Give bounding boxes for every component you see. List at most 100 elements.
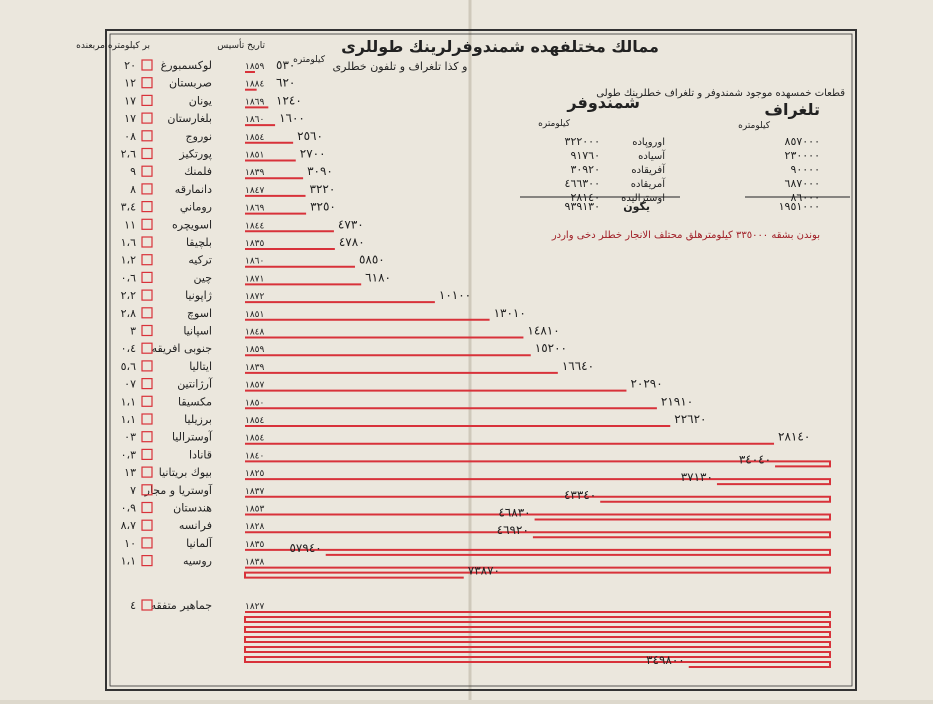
border-inner [109, 33, 853, 687]
year-label: ١٨٥٤ [245, 133, 265, 143]
value-label: ١٠١٠٠ [439, 288, 471, 302]
value-label: ٥٣٠ [276, 58, 295, 72]
density-label: ١،١ [121, 395, 136, 408]
density-label: ١،٦ [121, 236, 136, 249]
column-header: تاريخ تأسيس [217, 38, 265, 51]
country-label: صربستان [169, 77, 212, 90]
density-swatch [141, 501, 153, 514]
year-label: ١٨٥٩ [245, 345, 265, 355]
telegraph-title: تلغراف [764, 100, 820, 119]
value-label: ٣٠٩٠ [307, 164, 333, 178]
country-label: برزيليا [184, 413, 212, 426]
density-label: ٠،٦ [121, 271, 136, 284]
country-label: قانادا [189, 448, 212, 461]
density-swatch [141, 413, 153, 425]
density-swatch [141, 236, 153, 248]
railway-value: ٩١٧٦٠ [570, 149, 600, 162]
density-label: ١٣ [124, 466, 136, 479]
country-label: بيوك بريتانيا [159, 466, 212, 479]
density-label: ٣،٤ [121, 201, 136, 214]
density-swatch [141, 431, 153, 443]
table-heading: قطعات خمسهده موجود شمندوفر و تلغراف خطلر… [596, 88, 845, 99]
density-label: ٤ [130, 599, 136, 612]
value-label: ١٦٦٤٠ [562, 359, 594, 373]
value-label: ٣٧١٣٠ [681, 470, 713, 484]
country-label: آرژانتين [177, 377, 213, 391]
country-label: آلمانيا [186, 536, 213, 550]
bar [245, 495, 831, 503]
border [105, 29, 857, 691]
year-label: ١٨٥٩ [245, 62, 265, 72]
bar [244, 566, 831, 579]
density-swatch [141, 395, 153, 407]
density-swatch [141, 289, 153, 301]
density-swatch [141, 271, 153, 283]
country-label: روماني [180, 201, 212, 214]
country-label: لوكسمبورغ [161, 59, 212, 72]
density-label: ١٧ [124, 94, 136, 107]
region: اوروپاده [632, 137, 665, 148]
density-label: ٣ [130, 325, 136, 338]
year-label: ١٨٢٥ [245, 469, 265, 479]
year-label: ١٨٣٥ [245, 540, 265, 550]
country-label: دانمارقه [175, 183, 212, 196]
value-label: ١٤٨١٠ [527, 324, 559, 338]
year-label: ١٨٥٧ [245, 381, 265, 391]
year-label: ١٨٦٩ [245, 204, 265, 214]
density-swatch [141, 554, 153, 567]
railway-value: ٢٨١٤٠ [570, 191, 600, 204]
railway-total: ٩٣٩١٣٠ [565, 200, 600, 213]
column-header: كيلومتره [293, 55, 326, 65]
value-label: ٢٠٢٩٠ [630, 377, 662, 391]
density-swatch [141, 130, 153, 142]
density-label: ٢،٢ [121, 289, 136, 302]
density-swatch [141, 537, 153, 549]
density-swatch [141, 342, 153, 354]
year-label: ١٨٥٤ [245, 416, 265, 426]
country-label: بلغارستان [167, 112, 212, 125]
telegraph-total: ١٩٥١٠٠٠ [779, 200, 820, 213]
density-swatch [141, 94, 153, 107]
density-swatch [141, 165, 153, 177]
density-swatch [141, 112, 153, 124]
year-label: ١٨٤٠ [245, 451, 264, 461]
density-swatch [141, 183, 153, 195]
value-label: ٣٤٠٤٠ [739, 452, 771, 466]
value-label: ٣٢٢٠ [310, 182, 336, 196]
value-label: ٢٧٠٠ [300, 147, 326, 161]
year-label: ١٨٣٨ [245, 558, 265, 568]
year-label: ١٨٥١ [245, 310, 264, 320]
country-label: چين [194, 271, 213, 284]
country-label: فلمنك [184, 165, 212, 178]
density-label: ١،١ [121, 555, 136, 568]
railway-title: شمندوفر [566, 93, 640, 112]
telegraph-value: ٨٦٠٠٠ [790, 191, 820, 204]
bar [245, 548, 831, 556]
country-label: نوروج [186, 130, 212, 143]
density-label: ٠٧ [124, 378, 136, 391]
density-label: ٥،٦ [121, 360, 136, 373]
country-label: ژاپونيا [185, 289, 212, 302]
density-label: ٢٠ [124, 59, 136, 72]
year-label: ١٨٤٨ [245, 328, 265, 338]
density-label: ٠،٤ [121, 342, 136, 355]
density-label: ٠٣ [124, 431, 136, 444]
value-label: ١٢٤٠ [276, 93, 302, 107]
value-label: ٧٣٨٧٠ [468, 564, 500, 578]
density-label: ٧ [130, 484, 136, 497]
density-swatch [141, 360, 153, 372]
value-label: ١٦٠٠ [279, 111, 305, 125]
country-label: يونان [189, 94, 212, 107]
value-label: ٤٧٨٠ [339, 235, 365, 249]
note: بوندن بشقه ٣٣٥٠٠٠ كيلومترهلق محتلف الانج… [551, 230, 820, 241]
year-label: ١٨٦٠ [245, 115, 264, 125]
value-label: ٢١٩١٠ [661, 394, 693, 408]
density-swatch [141, 59, 153, 71]
value-label: ٦١٨٠ [365, 270, 391, 284]
country-label: پورتكيز [178, 148, 212, 161]
density-label: ١١ [124, 218, 136, 231]
year-label: ١٨٤٤ [245, 221, 265, 231]
railway-total-label: يكون [623, 200, 650, 213]
